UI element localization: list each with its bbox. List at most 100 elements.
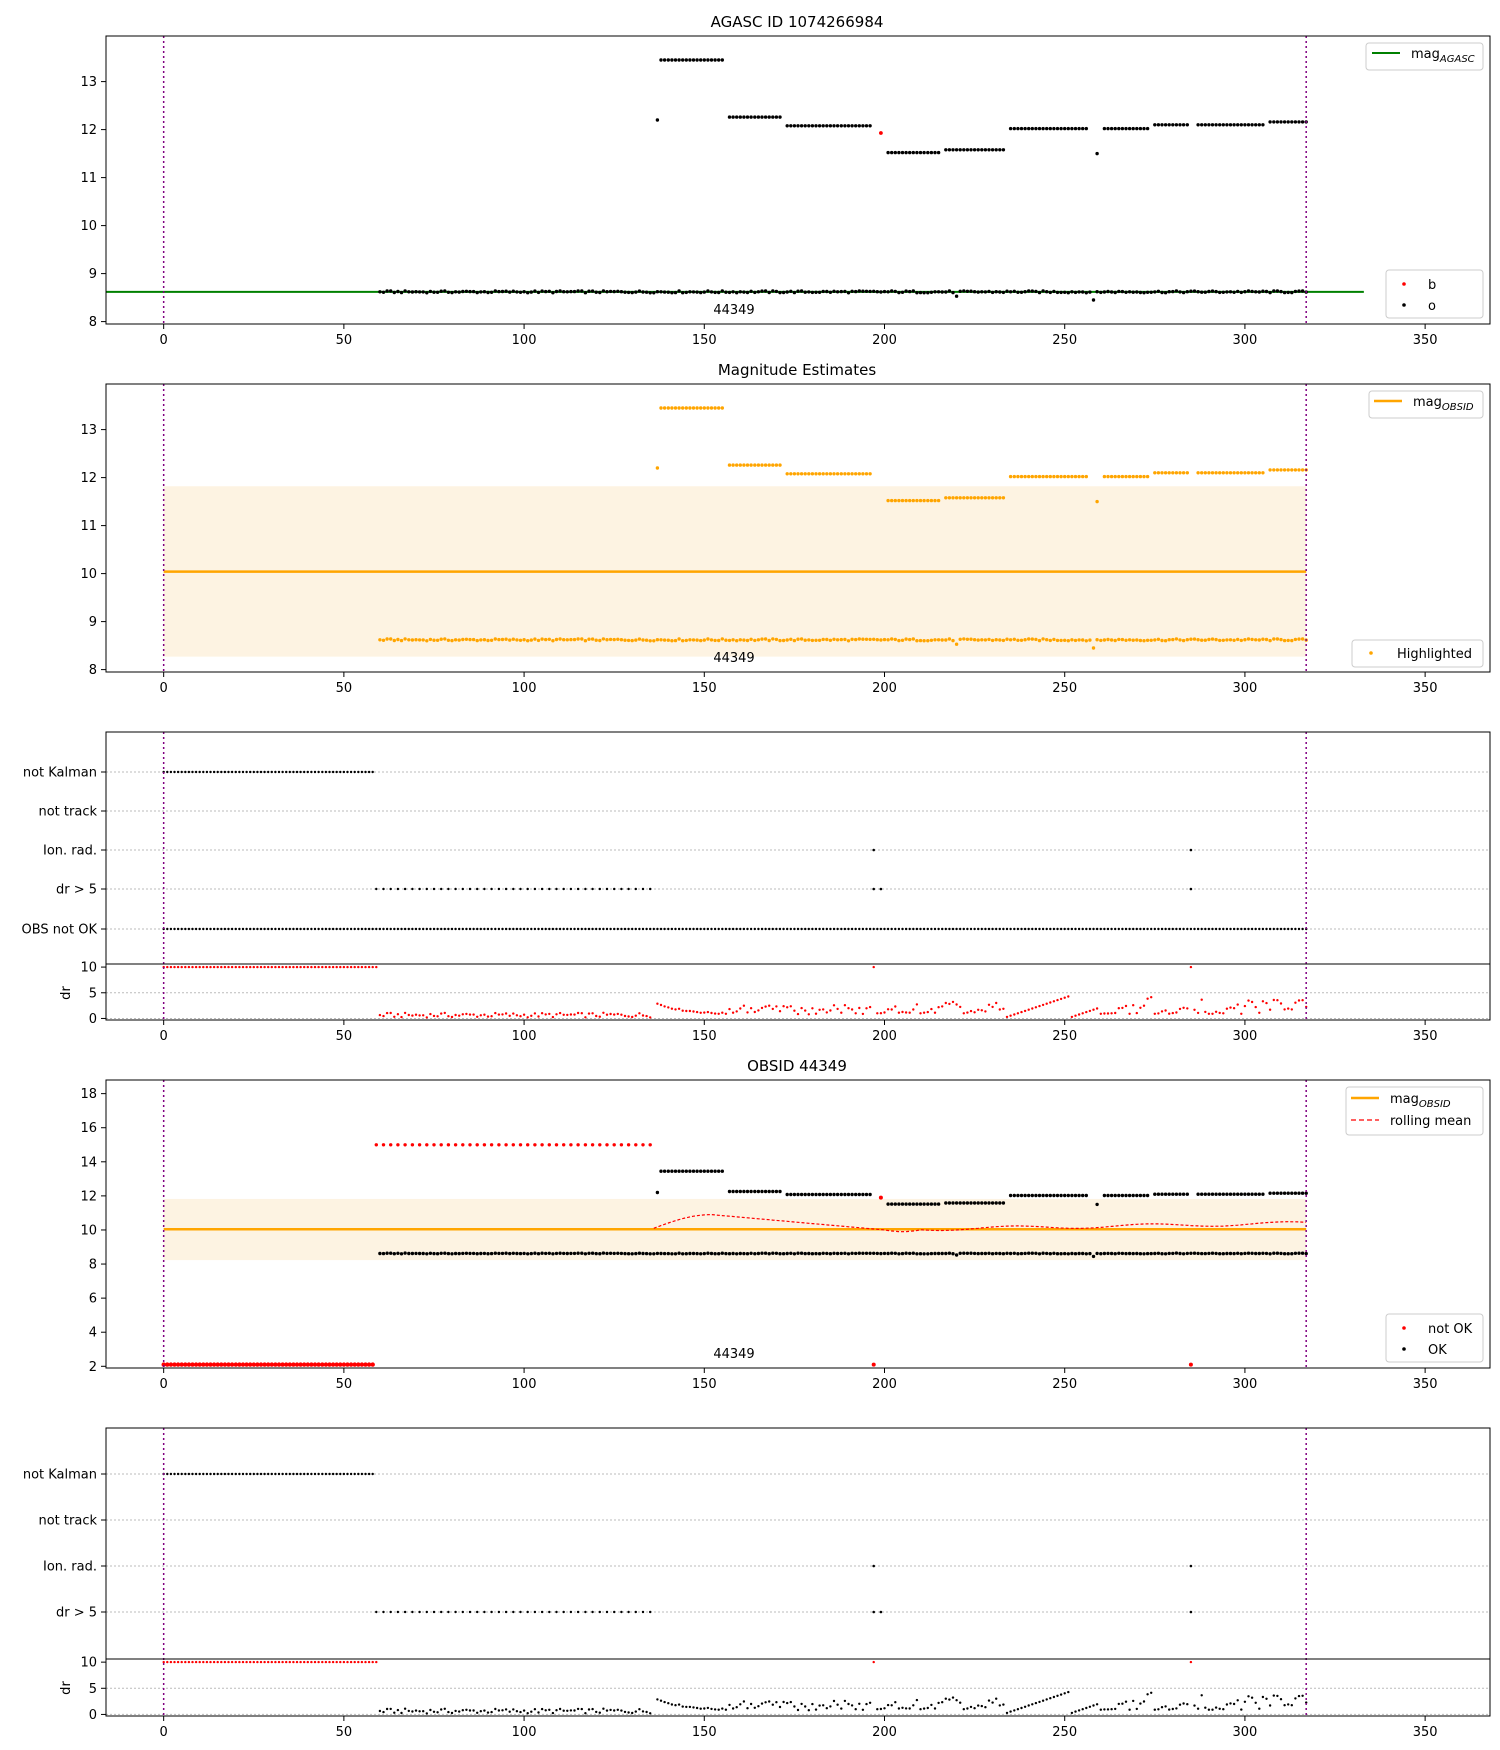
ok-point — [1124, 290, 1128, 294]
dr-point — [328, 965, 331, 969]
highlighted-point — [385, 637, 389, 641]
highlighted-point — [763, 637, 768, 641]
not-ok-point — [255, 1362, 260, 1367]
ok-point — [515, 1251, 519, 1256]
ok-point — [1138, 1252, 1143, 1256]
estimates-axes-frame — [105, 383, 1491, 673]
dr-point — [292, 1660, 295, 1664]
highlighted-point — [900, 498, 905, 503]
flag-not-kalman — [292, 770, 295, 774]
dr-point — [1020, 1010, 1023, 1014]
ok-point — [1084, 1193, 1089, 1198]
dr-point — [403, 1707, 407, 1710]
ok-point — [1254, 290, 1258, 294]
dr-point — [209, 965, 212, 969]
flag-obs-not-ok — [883, 927, 886, 931]
dr-point — [1150, 996, 1153, 999]
highlighted-point — [399, 638, 404, 643]
highlighted-point — [821, 637, 825, 642]
ok-point — [735, 115, 739, 119]
flag-obs-not-ok — [836, 927, 839, 931]
ok-point — [1027, 1193, 1031, 1198]
ok-point — [626, 290, 631, 295]
ok-point — [1113, 126, 1117, 131]
dr-point — [724, 1012, 728, 1015]
flag-dr5 — [526, 1610, 529, 1614]
ok-point — [1261, 289, 1265, 293]
ok-point — [908, 289, 912, 294]
flag-not-kalman — [295, 1472, 299, 1476]
highlighted-point — [796, 637, 800, 641]
not-ok-point — [439, 1143, 443, 1147]
flag-obs-not-ok — [468, 927, 472, 931]
flag-obs-not-ok — [688, 927, 692, 931]
ok-point — [1246, 123, 1251, 127]
dr-point — [295, 965, 299, 969]
highlighted-point — [1012, 474, 1016, 479]
ok-point — [738, 1251, 742, 1256]
dr-point — [512, 1708, 515, 1711]
not-ok-point — [193, 1362, 199, 1367]
ok-point — [850, 124, 854, 128]
flag-dr5 — [548, 887, 551, 891]
flag-obs-not-ok — [1211, 927, 1214, 931]
flag-not-kalman — [184, 1472, 187, 1476]
dr-point — [353, 965, 356, 969]
not-ok-point — [345, 1362, 350, 1367]
dr-point — [569, 1709, 573, 1712]
ok-point — [389, 1251, 393, 1255]
dr-point — [742, 1700, 746, 1703]
highlighted-point — [828, 472, 833, 476]
ok-point — [565, 290, 569, 294]
dr-point — [1225, 1703, 1229, 1706]
ok-point — [666, 1251, 670, 1256]
ok-point — [699, 58, 703, 62]
highlighted-point — [980, 638, 984, 642]
flag-not-kalman — [230, 1472, 234, 1476]
flag-dr5 — [483, 887, 486, 891]
highlighted-point — [601, 637, 606, 641]
highlighted-point — [846, 472, 851, 476]
ok-point — [825, 1192, 829, 1197]
highlighted-point — [972, 496, 977, 500]
not-ok-point — [348, 1362, 354, 1367]
highlighted-point — [1207, 637, 1211, 642]
ok-point — [1030, 1251, 1035, 1255]
flag-obs-not-ok — [872, 927, 875, 931]
highlighted-point — [565, 638, 569, 642]
highlighted-point — [1027, 637, 1031, 641]
dr-point — [285, 1660, 288, 1664]
flag-obs-not-ok — [407, 927, 410, 931]
highlighted-point — [1282, 638, 1287, 643]
flag-obs-not-ok — [941, 927, 944, 931]
ok-point — [864, 1192, 869, 1197]
highlighted-point — [1218, 638, 1222, 643]
not-ok-point — [262, 1362, 267, 1367]
ok-point — [724, 1251, 728, 1256]
highlighted-point — [742, 463, 746, 467]
ok-point — [879, 290, 883, 294]
ok-point — [407, 1251, 411, 1256]
ok-point — [753, 290, 757, 295]
flag-not-kalman — [357, 1472, 360, 1476]
flag-dr5 — [432, 887, 436, 891]
flag-not-kalman — [241, 1472, 245, 1476]
dr-point — [1164, 1009, 1167, 1012]
highlighted-point — [1239, 638, 1244, 643]
flag-dr5 — [411, 887, 414, 891]
flag-dr5 — [468, 887, 472, 891]
ok-point — [897, 150, 901, 155]
dr-point — [566, 1709, 569, 1713]
dr-point — [342, 1660, 346, 1664]
ok-point — [670, 58, 674, 62]
x-tick-label: 50 — [336, 681, 353, 696]
ok-point — [1232, 1192, 1236, 1196]
flag-obs-not-ok — [1106, 927, 1110, 931]
highlighted-point — [720, 406, 724, 410]
ok-point — [1001, 1252, 1006, 1256]
highlighted-point — [1261, 471, 1265, 475]
flag-not-kalman — [191, 1472, 194, 1476]
flag-obs-not-ok — [987, 927, 991, 931]
ok-point — [713, 58, 717, 62]
ok-point — [735, 1252, 739, 1256]
